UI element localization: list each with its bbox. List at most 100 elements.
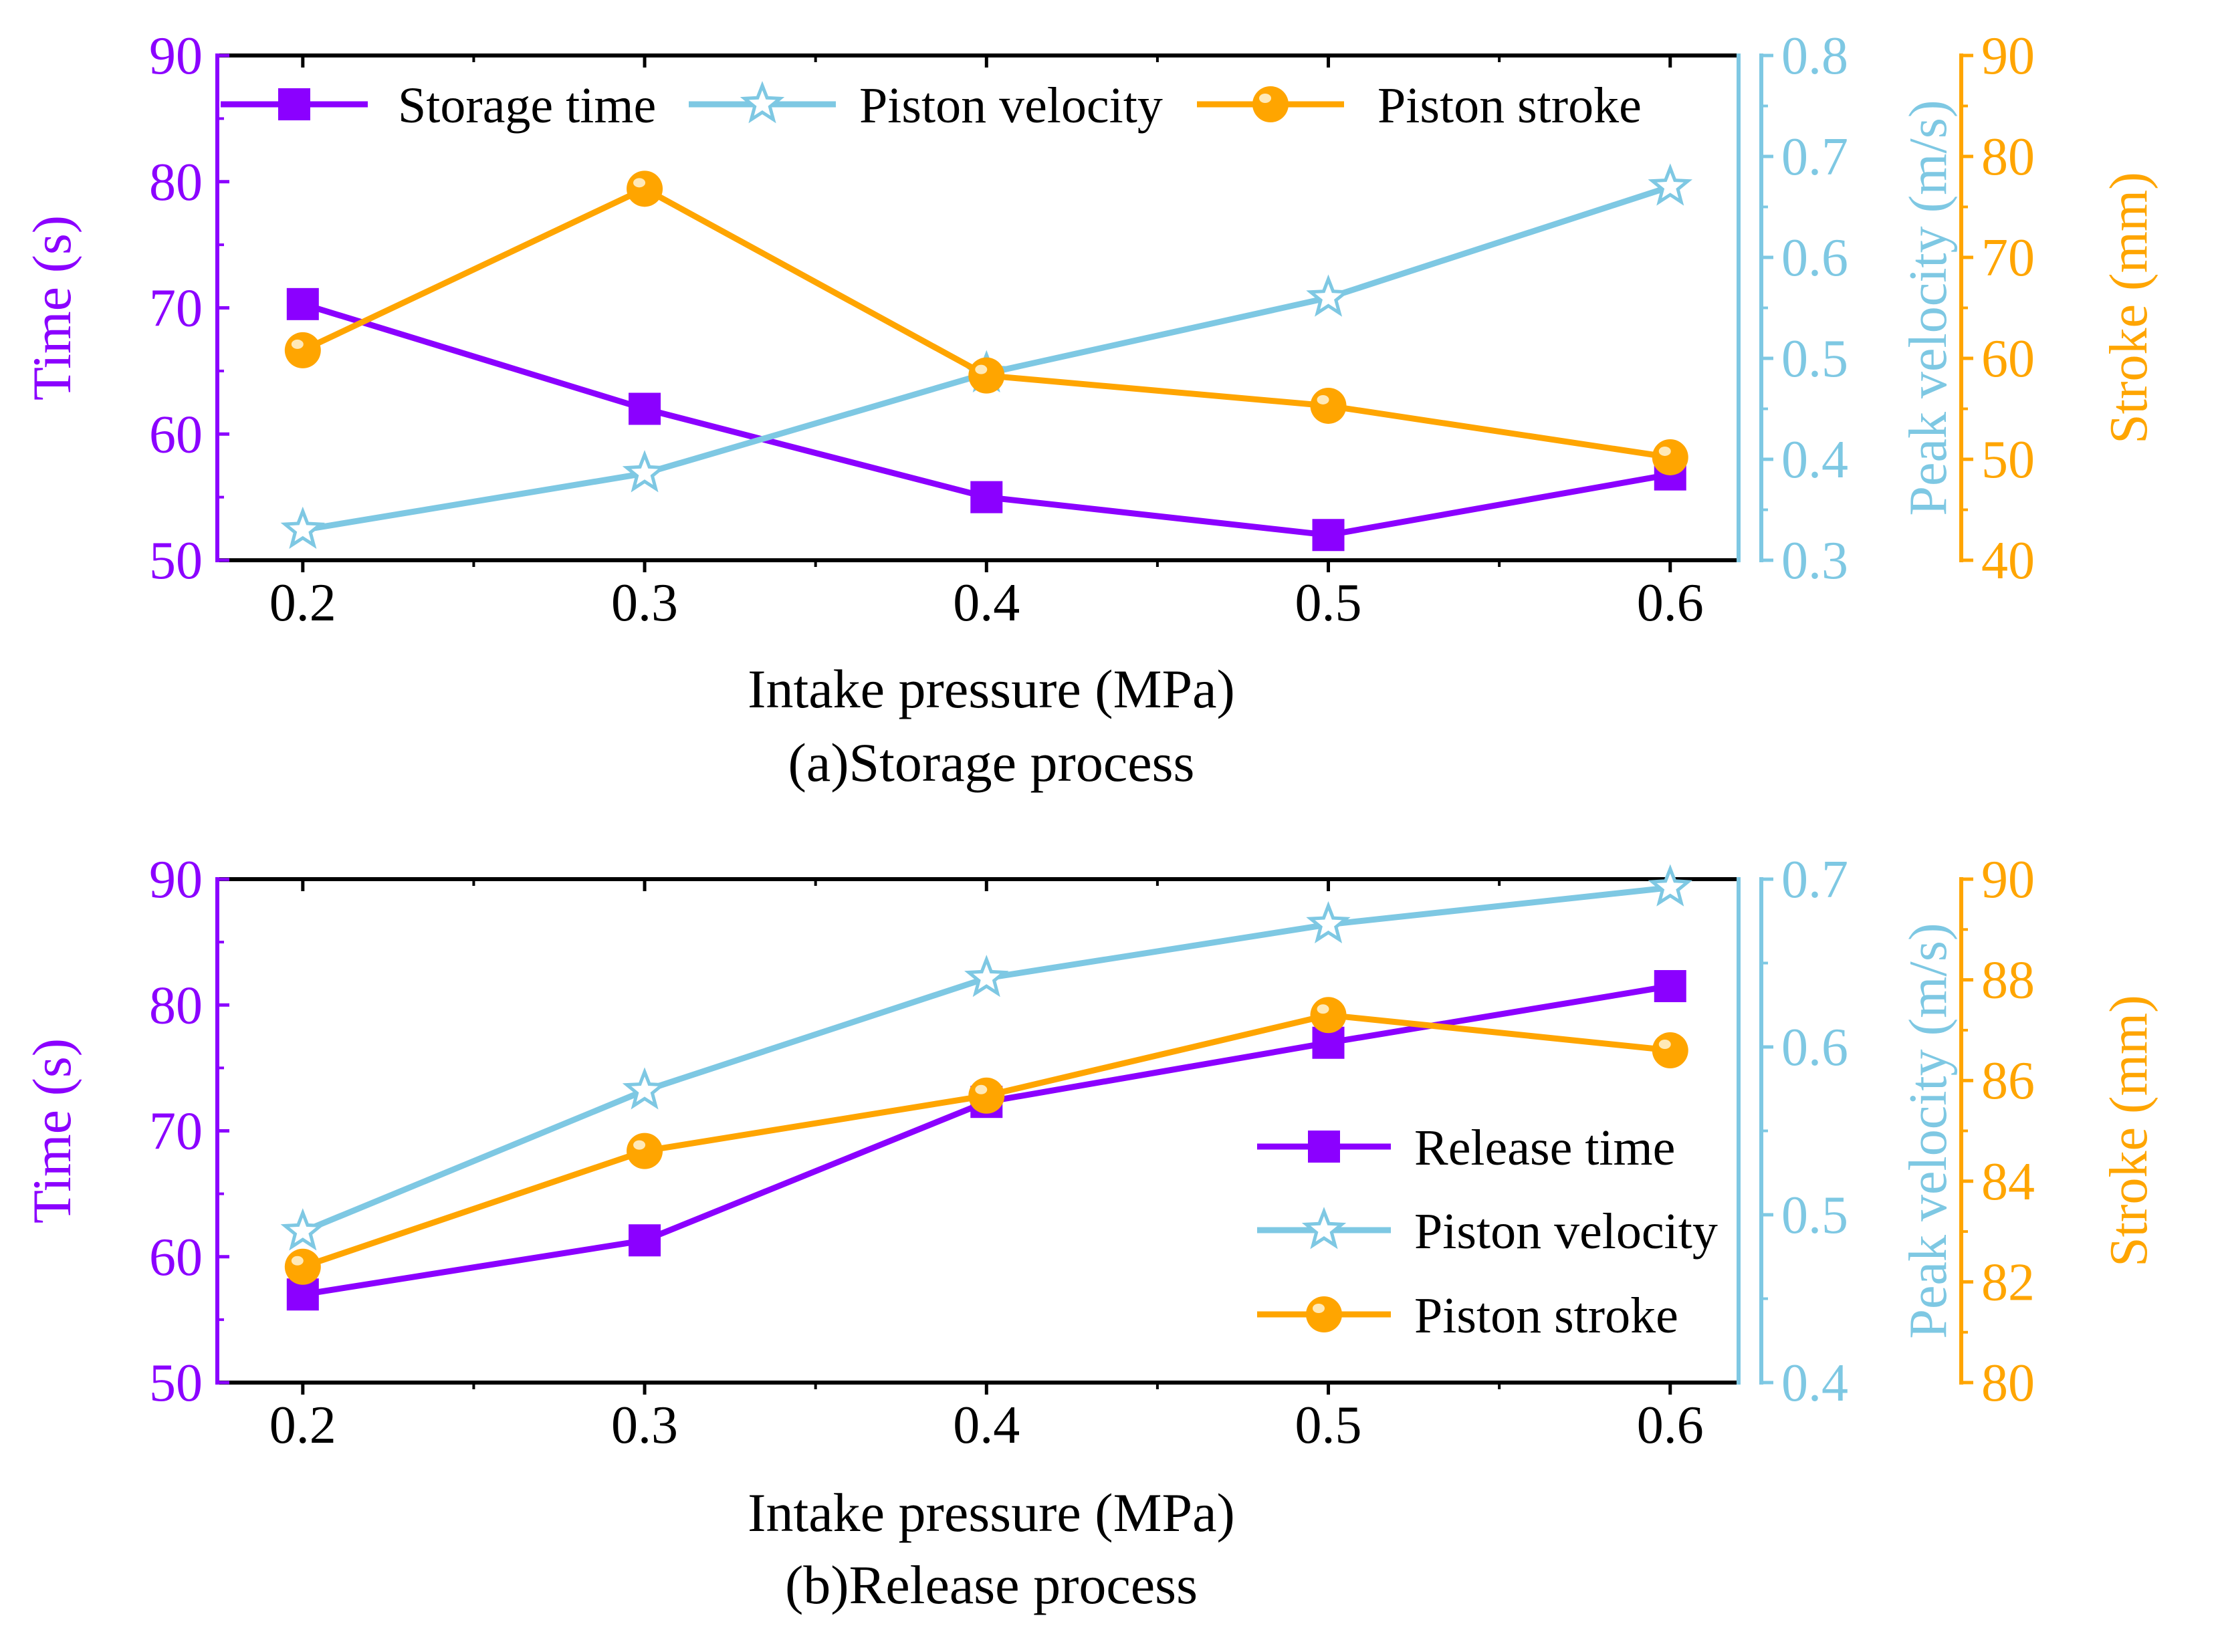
panel-caption: (b)Release process — [785, 1554, 1198, 1615]
data-point — [1654, 970, 1686, 1003]
data-point-highlight — [1317, 1004, 1329, 1014]
velocity-tick-label: 0.6 — [1781, 1018, 1848, 1077]
x-tick-label: 0.5 — [1295, 574, 1362, 632]
x-tick-label: 0.6 — [1637, 574, 1704, 632]
legend-marker — [1301, 1207, 1347, 1250]
left-axis-title: Time (s) — [21, 215, 82, 400]
x-axis-title: Intake pressure (MPa) — [748, 659, 1235, 719]
data-point-highlight — [633, 178, 646, 188]
x-tick-label: 0.2 — [269, 574, 336, 632]
data-point-highlight — [291, 1256, 304, 1266]
data-point-highlight — [975, 1084, 988, 1094]
velocity-tick-label: 0.3 — [1781, 532, 1848, 590]
stroke-axis-title: Stroke (mm) — [2100, 172, 2158, 444]
velocity-tick-label: 0.6 — [1781, 229, 1848, 287]
velocity-tick-label: 0.7 — [1781, 128, 1848, 187]
data-point — [280, 1208, 326, 1251]
left-tick-label: 90 — [149, 850, 203, 909]
data-point — [622, 450, 667, 493]
data-point — [629, 1224, 661, 1257]
legend-marker — [1308, 1131, 1340, 1163]
legend-marker — [740, 81, 785, 124]
data-point — [280, 506, 326, 550]
legend: Release time Piston velocity Piston stroke — [1257, 1120, 1718, 1344]
left-tick-label: 80 — [149, 153, 203, 212]
series-piston-velocity — [280, 864, 1692, 1251]
data-point — [1306, 274, 1351, 317]
data-point — [968, 1077, 1005, 1114]
legend-item: Piston velocity — [1257, 1203, 1718, 1260]
legend-label: Piston stroke — [1414, 1288, 1678, 1344]
left-tick-label: 70 — [149, 279, 203, 338]
x-tick-label: 0.4 — [953, 1396, 1020, 1455]
stroke-axis-title: Stroke (mm) — [2100, 995, 2158, 1267]
left-axis-title: Time (s) — [21, 1038, 82, 1223]
velocity-tick-label: 0.4 — [1781, 431, 1848, 489]
stroke-tick-label: 82 — [1981, 1253, 2035, 1312]
velocity-tick-label: 0.5 — [1781, 330, 1848, 388]
legend-item: Release time — [1257, 1120, 1675, 1176]
legend-marker — [278, 88, 310, 120]
velocity-axis-title: Peak velocity (m/s) — [1899, 100, 1958, 515]
legend-item: Piston velocity — [689, 78, 1163, 134]
data-point — [964, 955, 1009, 997]
legend-label: Storage time — [398, 78, 656, 134]
data-point — [284, 332, 321, 368]
velocity-tick-label: 0.4 — [1781, 1354, 1848, 1413]
x-tick-label: 0.5 — [1295, 1396, 1362, 1455]
data-point — [1652, 439, 1688, 475]
stroke-tick-label: 84 — [1981, 1153, 2035, 1211]
chart-panel-b: 0.2 0.3 0.4 0.5 0.6 50 60 70 80 90 Time (s) 0.4 0.5 0… — [21, 850, 2158, 1615]
data-point — [622, 1067, 667, 1110]
series-line — [302, 884, 1671, 1235]
chart-panel-a: 0.2 0.3 0.4 0.5 0.6 50 60 70 80 90 Time (s) 0.3 0.4 0… — [21, 27, 2158, 793]
series-piston-stroke — [284, 997, 1688, 1285]
left-tick-label: 90 — [149, 27, 203, 86]
data-point — [968, 357, 1005, 394]
velocity-axis-title: Peak velocity (m/s) — [1899, 923, 1958, 1338]
legend-label: Release time — [1414, 1120, 1675, 1176]
stroke-tick-label: 80 — [1981, 1354, 2035, 1413]
legend-label: Piston velocity — [859, 78, 1163, 134]
data-point — [1312, 519, 1345, 552]
left-tick-label: 60 — [149, 405, 203, 464]
left-tick-label: 80 — [149, 976, 203, 1035]
legend-label: Piston velocity — [1414, 1203, 1718, 1260]
series-storage-time — [286, 287, 1686, 552]
left-tick-label: 50 — [149, 1354, 203, 1413]
stroke-tick-label: 60 — [1981, 330, 2035, 388]
legend-label: Piston stroke — [1377, 78, 1642, 134]
stroke-tick-label: 80 — [1981, 128, 2035, 187]
x-axis-title: Intake pressure (MPa) — [748, 1482, 1235, 1543]
x-tick-label: 0.3 — [611, 1396, 678, 1455]
stroke-tick-label: 90 — [1981, 850, 2035, 909]
data-point-highlight — [975, 364, 988, 374]
data-point — [286, 287, 319, 320]
legend-marker — [1252, 86, 1289, 122]
x-tick-label: 0.4 — [953, 574, 1020, 632]
velocity-tick-label: 0.5 — [1781, 1186, 1848, 1245]
legend-item: Piston stroke — [1257, 1288, 1678, 1344]
data-point — [1306, 901, 1351, 944]
legend-marker — [1306, 1296, 1342, 1332]
velocity-tick-label: 0.7 — [1781, 850, 1848, 909]
legend-item: Piston stroke — [1197, 78, 1642, 134]
data-point-highlight — [1658, 1040, 1671, 1050]
velocity-tick-label: 0.8 — [1781, 27, 1848, 86]
series-piston-stroke — [284, 170, 1688, 475]
data-point — [1310, 997, 1347, 1034]
data-point — [1648, 163, 1693, 206]
data-point — [1648, 864, 1692, 907]
stroke-tick-label: 40 — [1981, 532, 2035, 590]
data-point — [970, 481, 1003, 513]
data-point — [627, 1133, 663, 1169]
legend-item: Storage time — [221, 78, 656, 134]
data-point — [627, 170, 663, 207]
legend-marker-highlight — [1313, 1304, 1325, 1313]
x-tick-label: 0.6 — [1637, 1396, 1704, 1455]
data-point — [629, 392, 661, 425]
data-point-highlight — [633, 1140, 646, 1150]
stroke-tick-label: 90 — [1981, 27, 2035, 86]
data-point — [1652, 1032, 1688, 1069]
